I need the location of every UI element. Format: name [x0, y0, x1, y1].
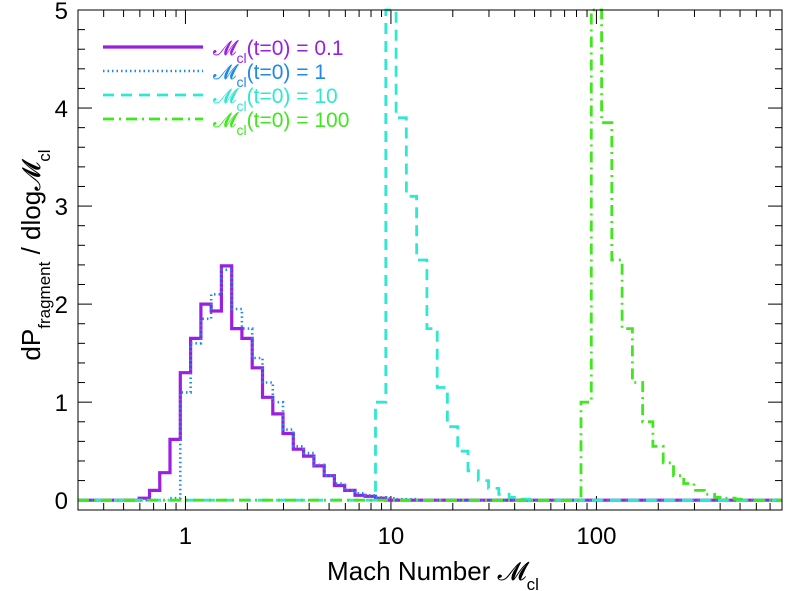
series-line — [77, 8, 783, 502]
series-line — [77, 268, 783, 502]
tick-labels: 1 10 100 0 1 2 3 4 5 — [55, 0, 617, 550]
plot-frame — [77, 9, 783, 511]
legend-label: 𝓜cl(t=0) = 0.1 — [213, 37, 344, 66]
y-tick-label: 5 — [55, 0, 68, 25]
x-tick-label: 100 — [576, 523, 616, 550]
y-tick-label: 3 — [55, 194, 68, 221]
series-line — [77, 264, 783, 502]
legend-label: 𝓜cl(t=0) = 100 — [213, 109, 349, 138]
legend-label: 𝓜cl(t=0) = 1 — [213, 61, 326, 90]
y-axis-label: dPfragment / dlog𝓜cl — [16, 149, 54, 360]
axis-ticks — [77, 9, 783, 510]
y-tick-label: 0 — [55, 488, 68, 515]
x-tick-label: 1 — [179, 523, 192, 550]
x-axis-label: Mach Number 𝓜cl — [327, 556, 539, 591]
legend-label: 𝓜cl(t=0) = 10 — [213, 85, 338, 114]
series-layer — [77, 8, 783, 502]
series-line — [77, 8, 783, 502]
y-tick-label: 1 — [55, 390, 68, 417]
x-tick-label: 10 — [378, 523, 405, 550]
y-tick-label: 2 — [55, 292, 68, 319]
y-tick-label: 4 — [55, 96, 68, 123]
